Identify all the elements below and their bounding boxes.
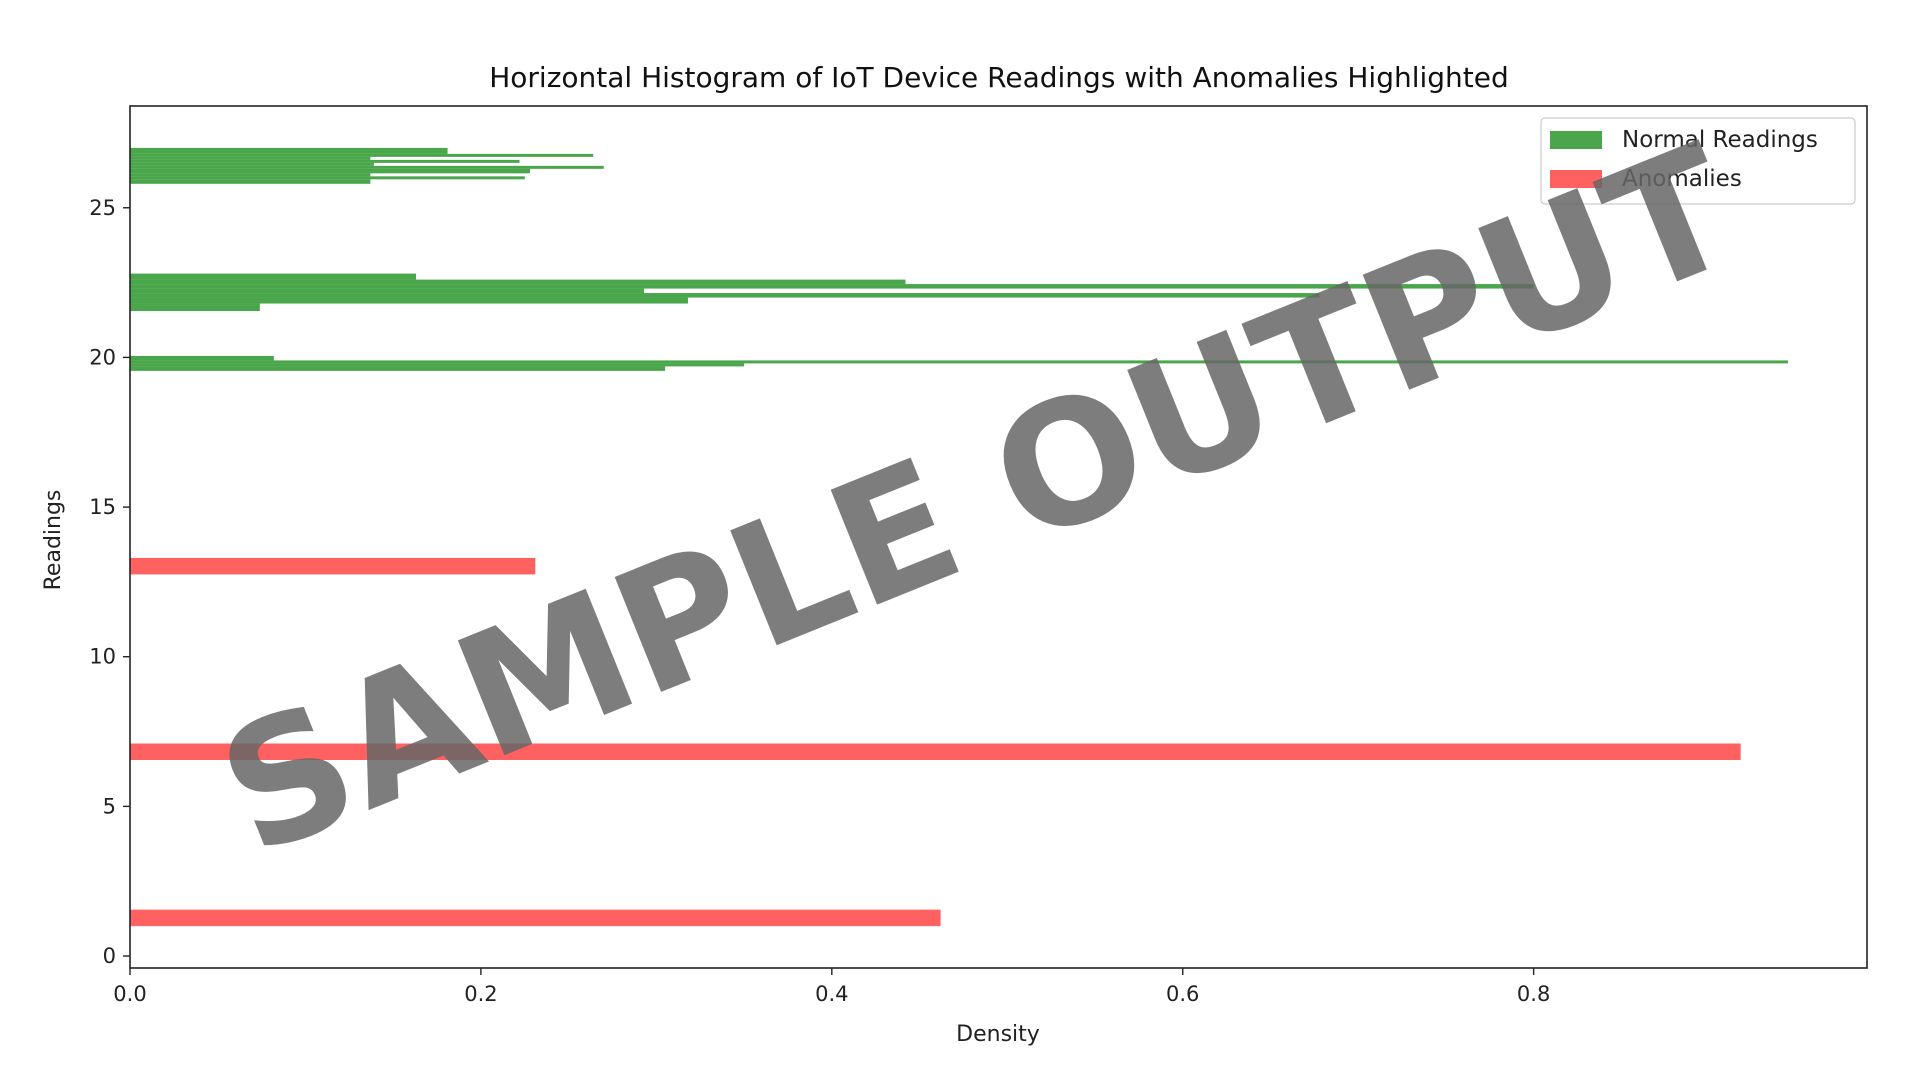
normal-reading-bar	[130, 288, 645, 294]
x-axis-ticks: 0.0 0.2 0.4 0.6 0.8	[113, 968, 1550, 1006]
normal-reading-bar	[130, 293, 1320, 298]
normal-reading-bar	[130, 363, 745, 367]
x-tick-label: 0.2	[464, 982, 497, 1006]
y-axis-ticks: 0 5 10 15 20 25	[89, 196, 130, 968]
series-0	[130, 147, 1789, 371]
y-tick-label: 10	[89, 645, 116, 669]
y-axis-label: Readings	[41, 490, 66, 591]
x-tick-label: 0.0	[113, 982, 146, 1006]
normal-reading-bar	[130, 279, 906, 285]
legend-swatch-anomalies	[1550, 170, 1602, 188]
anomaly-bar	[130, 557, 536, 575]
legend-label-normal: Normal Readings	[1622, 127, 1818, 153]
anomaly-bar	[130, 743, 1741, 760]
normal-reading-bar	[130, 173, 371, 177]
normal-reading-bar	[130, 284, 1534, 289]
normal-reading-bar	[130, 165, 604, 169]
normal-reading-bar	[130, 360, 1789, 364]
x-tick-label: 0.6	[1166, 982, 1199, 1006]
y-tick-label: 15	[89, 495, 116, 519]
normal-reading-bar	[130, 168, 531, 174]
y-tick-label: 25	[89, 196, 116, 220]
legend: Normal Readings Anomalies	[1540, 117, 1856, 205]
normal-reading-bar	[130, 162, 374, 166]
axes-frame	[129, 105, 1868, 969]
y-tick-label: 20	[89, 345, 116, 369]
normal-reading-bar	[130, 179, 371, 184]
normal-reading-bar	[130, 159, 520, 163]
normal-reading-bar	[130, 355, 274, 361]
normal-reading-bar	[130, 176, 525, 180]
normal-reading-bar	[130, 273, 416, 280]
normal-reading-bar	[130, 156, 371, 160]
x-tick-label: 0.4	[815, 982, 848, 1006]
x-tick-label: 0.8	[1517, 982, 1550, 1006]
y-tick-label: 0	[103, 944, 116, 968]
series-1	[130, 557, 1741, 927]
y-tick-label: 5	[103, 794, 116, 818]
normal-reading-bar	[130, 153, 594, 157]
x-axis-label: Density	[956, 1022, 1040, 1047]
normal-reading-bar	[130, 147, 448, 154]
legend-swatch-normal	[1550, 131, 1602, 149]
legend-label-anomalies: Anomalies	[1622, 166, 1742, 192]
normal-reading-bar	[130, 297, 688, 304]
bars-layer	[130, 147, 1789, 927]
anomaly-bar	[130, 909, 941, 927]
normal-reading-bar	[130, 366, 666, 371]
chart-title: Horizontal Histogram of IoT Device Readi…	[489, 61, 1509, 94]
legend-box	[1540, 117, 1856, 205]
normal-reading-bar	[130, 303, 260, 312]
